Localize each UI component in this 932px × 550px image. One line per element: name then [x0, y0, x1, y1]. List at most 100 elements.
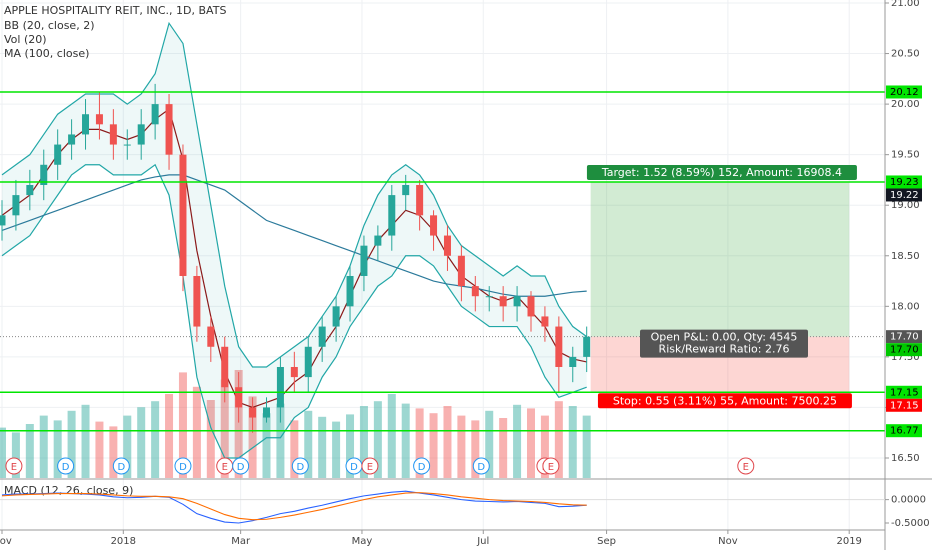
volume-bar [527, 408, 535, 478]
event-label: D [117, 462, 125, 473]
volume-bar [318, 416, 327, 478]
x-tick-label: Nov [718, 536, 738, 547]
rr-label: Risk/Reward Ratio: 2.76 [659, 343, 790, 356]
candle-body [388, 195, 396, 236]
candle-body [402, 184, 410, 196]
candle-body [179, 154, 187, 276]
level-label-box [886, 398, 922, 412]
volume-bar [457, 415, 466, 478]
volume-bar [540, 415, 549, 478]
event-marker [174, 457, 192, 475]
level-label: 16.77 [890, 426, 919, 437]
volume-bar [109, 426, 118, 478]
event-label: E [222, 462, 228, 473]
x-tick-label: Nov [0, 536, 12, 547]
candle-body [0, 215, 6, 226]
volume-bar [67, 410, 76, 478]
event-label: E [548, 462, 554, 473]
volume-bar [178, 372, 187, 478]
candle-body [12, 195, 20, 216]
level-label-box [886, 188, 922, 202]
x-tick-label: May [352, 536, 373, 547]
volume-bar [568, 406, 577, 478]
candle-body [485, 296, 493, 298]
volume-bar [248, 396, 257, 478]
candle-body [262, 407, 270, 418]
grid [0, 0, 885, 530]
candle-body [40, 164, 48, 185]
event-marker [291, 457, 309, 475]
volume-bar [81, 404, 90, 478]
event-label: D [418, 462, 426, 473]
event-label: E [367, 462, 373, 473]
candle-body [235, 387, 243, 408]
candle-body [304, 346, 312, 378]
y-tick-label: 17.50 [891, 352, 920, 363]
candle-body [443, 235, 451, 256]
level-label-box [886, 330, 922, 344]
event-marker [413, 457, 431, 475]
candle-body [82, 114, 90, 135]
volume-bar [499, 418, 508, 478]
stop-label-box [597, 393, 852, 409]
level-label: 17.70 [890, 345, 919, 356]
volume-bar [151, 401, 160, 478]
event-label: D [477, 462, 485, 473]
candle-body [95, 114, 103, 125]
level-label: 19.23 [890, 177, 919, 188]
candle-body [583, 336, 591, 357]
chart-title: APPLE HOSPITALITY REIT, INC., 1D, BATS [4, 4, 226, 17]
y-tick-label: 21.00 [891, 0, 920, 9]
candle-body [249, 407, 257, 418]
level-label: 17.70 [890, 332, 919, 343]
candle-body [221, 346, 229, 388]
volume-bar [582, 415, 591, 478]
candle-body [137, 124, 145, 145]
event-marker [542, 457, 560, 475]
y-tick-label: 19.50 [891, 150, 920, 161]
candle-body [290, 366, 298, 378]
candle-body [26, 184, 34, 196]
indicator-label: BB (20, close, 2) [4, 19, 95, 32]
pnl-label: Open P&L: 0.00, Qty: 4545 [651, 331, 798, 344]
target-zone [590, 181, 850, 337]
candle-body [346, 275, 354, 307]
level-label: 20.12 [890, 87, 919, 98]
volume-bar [234, 370, 243, 478]
volume-bar [137, 407, 146, 478]
bb-lower [1, 163, 587, 459]
volume-bar [415, 408, 424, 478]
y-tick-label: 20.50 [891, 49, 920, 60]
x-tick-label: Sep [597, 536, 616, 547]
candle-body [541, 316, 549, 327]
candle-body [151, 104, 159, 125]
event-label: D [296, 462, 304, 473]
volume-bar [471, 420, 480, 478]
y-tick-label: 18.00 [891, 301, 920, 312]
level-label: 17.15 [890, 400, 919, 411]
volume-bar [123, 415, 132, 478]
volume-bar [95, 421, 104, 478]
x-tick-label: Jul [476, 536, 489, 547]
candle-body [207, 326, 215, 347]
level-label-box [886, 343, 922, 357]
level-label-box [886, 385, 922, 399]
volume-bar [373, 401, 382, 478]
y-tick-label: 19.00 [891, 200, 920, 211]
candle-body [68, 134, 76, 145]
x-tick-label: 2019 [836, 536, 861, 547]
candle-body [165, 104, 173, 155]
candle-body [193, 275, 201, 327]
x-tick-label: Mar [231, 536, 251, 547]
volume-bar [276, 403, 285, 478]
bb-fill [1, 23, 587, 458]
candle-body [471, 286, 479, 297]
event-label: D [350, 462, 358, 473]
stop-label: Stop: 0.55 (3.11%) 55, Amount: 7500.25 [613, 394, 837, 407]
target-label-box [586, 164, 857, 180]
candle-body [318, 326, 326, 347]
volume-bar [359, 406, 368, 478]
volume-bar [206, 400, 215, 478]
volume-bar [346, 414, 355, 478]
